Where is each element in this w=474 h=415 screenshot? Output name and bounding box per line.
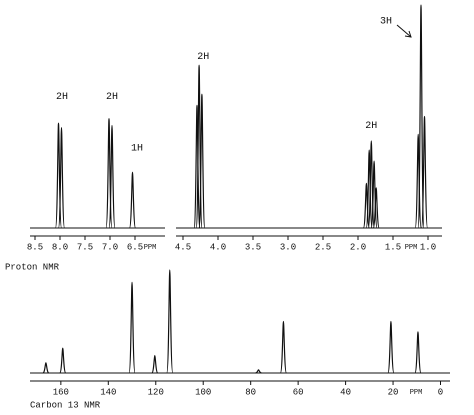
- x-tick-label: 1.0: [420, 242, 436, 252]
- x-tick-label: 120: [148, 387, 164, 397]
- peak: [365, 149, 373, 229]
- peak: [420, 115, 429, 229]
- peak: [108, 124, 116, 229]
- peak: [198, 93, 206, 229]
- peak: [370, 160, 378, 229]
- x-tick-label: 2.5: [315, 242, 331, 252]
- x-tick-label: 20: [388, 387, 399, 397]
- x-axis-label: PPM: [410, 389, 423, 397]
- peak: [372, 187, 380, 229]
- x-tick-label: 40: [340, 387, 351, 397]
- x-tick-label: 3.5: [245, 242, 261, 252]
- peak: [59, 347, 67, 374]
- chart-title: Carbon 13 NMR: [30, 400, 101, 410]
- integration-label: 2H: [197, 52, 209, 63]
- peak: [387, 320, 395, 374]
- integration-label: 2H: [56, 92, 68, 103]
- peak: [128, 281, 136, 374]
- x-tick-label: 3.0: [280, 242, 296, 252]
- x-tick-label: 8.0: [52, 242, 68, 252]
- x-tick-label: 8.5: [27, 242, 43, 252]
- x-tick-label: 140: [100, 387, 116, 397]
- x-axis-label: PPM: [144, 244, 157, 252]
- integration-label: 3H: [380, 16, 392, 27]
- peak: [279, 320, 288, 374]
- peak: [414, 331, 422, 374]
- peak: [255, 369, 262, 374]
- chart-title: Proton NMR: [5, 262, 60, 272]
- x-tick-label: 0: [438, 387, 443, 397]
- x-tick-label: 7.5: [77, 242, 93, 252]
- integration-label: 1H: [131, 143, 143, 154]
- peak: [414, 133, 422, 229]
- x-axis-label: PPM: [405, 244, 418, 252]
- integration-label: 2H: [106, 92, 118, 103]
- peak: [128, 171, 137, 229]
- arrow-head: [404, 30, 412, 38]
- x-tick-label: 2.0: [350, 242, 366, 252]
- arrow: [396, 24, 412, 38]
- x-tick-label: 1.5: [385, 242, 401, 252]
- peak: [57, 127, 66, 229]
- x-tick-label: 7.0: [102, 242, 118, 252]
- peak: [417, 4, 425, 229]
- peak: [193, 104, 201, 229]
- x-tick-label: 4.0: [210, 242, 226, 252]
- integration-label: 2H: [365, 121, 377, 132]
- x-tick-label: 80: [245, 387, 256, 397]
- x-tick-label: 160: [53, 387, 69, 397]
- x-tick-label: 6.5: [127, 242, 143, 252]
- peak: [166, 269, 174, 374]
- peak: [151, 354, 159, 374]
- x-tick-label: 100: [195, 387, 211, 397]
- x-tick-label: 60: [293, 387, 304, 397]
- x-tick-label: 4.5: [175, 242, 191, 252]
- peak: [42, 362, 50, 374]
- peak: [362, 182, 370, 229]
